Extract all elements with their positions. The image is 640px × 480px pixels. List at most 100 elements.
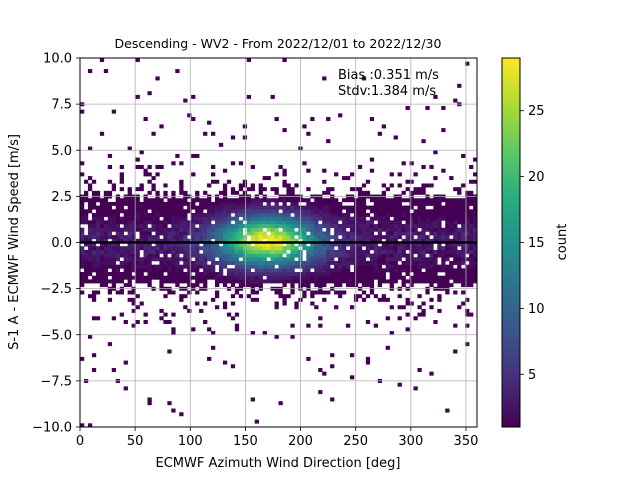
heatmap-cell [437, 297, 442, 302]
heatmap-cell [246, 224, 252, 229]
heatmap-cell [294, 246, 299, 251]
heatmap-cell [266, 201, 271, 206]
heatmap-cell [361, 183, 367, 188]
heatmap-cell [445, 235, 450, 240]
heatmap-cell [242, 198, 248, 203]
heatmap-cell [425, 235, 430, 240]
heatmap-cell [373, 224, 379, 229]
heatmap-cell [361, 227, 367, 232]
heatmap-cell [405, 216, 410, 221]
heatmap-cell [465, 227, 470, 232]
heatmap-cell [334, 272, 339, 277]
heatmap-cell [175, 268, 180, 273]
heatmap-cell [437, 216, 442, 221]
heatmap-cell [95, 231, 101, 236]
heatmap-cell [342, 205, 347, 210]
heatmap-cell [314, 216, 319, 221]
heatmap-cell [345, 205, 351, 210]
heatmap-cell [115, 290, 120, 295]
heatmap-cell [361, 212, 367, 217]
heatmap-cell [230, 209, 236, 214]
heatmap-cell [159, 124, 164, 129]
heatmap-cell [119, 205, 124, 210]
heatmap-cell [111, 283, 117, 288]
heatmap-cell [310, 231, 315, 236]
heatmap-cell [278, 165, 283, 169]
heatmap-cell [421, 260, 426, 265]
heatmap-cell [453, 220, 458, 225]
heatmap-cell [278, 235, 283, 240]
heatmap-cell [234, 279, 240, 284]
heatmap-cell [175, 201, 180, 206]
heatmap-cell [425, 198, 430, 203]
heatmap-cell [111, 227, 117, 232]
heatmap-cell [469, 198, 474, 203]
heatmap-cell [345, 224, 351, 229]
heatmap-cell [250, 260, 255, 265]
heatmap-cell [349, 235, 355, 240]
heatmap-cell [203, 246, 208, 251]
heatmap-cell [266, 272, 271, 277]
heatmap-cell [222, 212, 228, 217]
heatmap-cell [258, 224, 263, 229]
heatmap-cell [222, 209, 228, 214]
heatmap-cell [373, 257, 379, 262]
heatmap-cell [413, 172, 418, 177]
heatmap-cell [183, 264, 188, 269]
heatmap-cell [242, 249, 248, 254]
heatmap-cell [119, 275, 124, 280]
heatmap-cell [330, 253, 335, 258]
heatmap-cell [266, 212, 271, 217]
heatmap-cell [171, 224, 176, 229]
heatmap-cell [278, 224, 283, 229]
heatmap-cell [397, 257, 402, 262]
heatmap-cell [282, 246, 287, 251]
heatmap-cell [226, 275, 232, 280]
heatmap-cell [143, 268, 148, 273]
heatmap-cell [258, 205, 263, 210]
heatmap-cell [361, 190, 367, 195]
heatmap-cell [405, 231, 410, 236]
heatmap-cell [131, 235, 136, 240]
heatmap-cell [401, 227, 406, 232]
heatmap-cell [274, 334, 279, 339]
heatmap-cell [163, 238, 168, 243]
heatmap-cell [377, 260, 383, 265]
heatmap-cell [115, 224, 120, 229]
heatmap-cell [131, 249, 136, 254]
heatmap-cell [95, 190, 101, 195]
heatmap-cell [238, 161, 244, 166]
heatmap-cell [214, 235, 220, 240]
heatmap-cell [441, 238, 446, 243]
heatmap-cell [457, 83, 462, 88]
heatmap-cell [330, 220, 335, 225]
y-tick-label: −10.0 [32, 421, 72, 436]
heatmap-cell [473, 275, 477, 280]
heatmap-cell [119, 209, 124, 214]
heatmap-cell [258, 190, 263, 195]
heatmap-cell [274, 224, 279, 229]
heatmap-cell [127, 290, 132, 295]
heatmap-cell [187, 308, 192, 313]
heatmap-cell [258, 275, 263, 280]
heatmap-cell [111, 272, 117, 277]
heatmap-cell [445, 224, 450, 229]
heatmap-cell [230, 253, 236, 258]
heatmap-cell [429, 212, 434, 217]
heatmap-cell [83, 198, 89, 203]
heatmap-cell [83, 216, 89, 221]
heatmap-cell [254, 272, 259, 277]
heatmap-cell [405, 268, 410, 273]
heatmap-cell [381, 201, 386, 206]
heatmap-cell [250, 212, 255, 217]
heatmap-cell [258, 209, 263, 214]
heatmap-cell [357, 190, 363, 195]
heatmap-cell [258, 231, 263, 236]
heatmap-cell [389, 231, 394, 236]
heatmap-cell [345, 275, 351, 280]
heatmap-cell [91, 257, 97, 262]
heatmap-cell [258, 220, 263, 225]
heatmap-cell [437, 268, 442, 273]
heatmap-cell [254, 297, 259, 302]
heatmap-cell [286, 246, 291, 251]
